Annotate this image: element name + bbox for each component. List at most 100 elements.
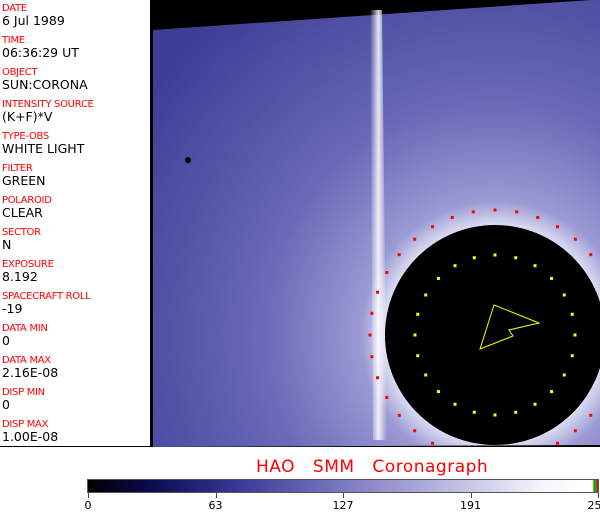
- field-label: DATA MIN: [2, 323, 48, 334]
- field-label: OBJECT: [2, 67, 38, 78]
- grid-dot: [514, 410, 518, 414]
- colorbar-tick: [343, 493, 344, 498]
- dust-spot: [185, 157, 191, 163]
- field-value: -19: [2, 301, 23, 316]
- field-value: WHITE LIGHT: [2, 141, 85, 156]
- occulter-disk: [385, 225, 600, 445]
- colorbar-tick-label: 0: [84, 499, 92, 512]
- colorbar-tick: [470, 493, 472, 498]
- field-label: DATE: [2, 3, 27, 14]
- grid-dot: [570, 312, 574, 316]
- streamer: [370, 10, 387, 440]
- grid-dot: [533, 264, 537, 268]
- field-value: 0: [2, 397, 10, 412]
- grid-dot: [493, 253, 497, 257]
- grid-dot: [413, 237, 417, 241]
- field-value: SUN:CORONA: [2, 77, 88, 92]
- grid-dot: [376, 376, 380, 380]
- colorbar-tick-label: 255: [587, 499, 600, 512]
- colorbar: [87, 479, 599, 493]
- colorbar-tick: [215, 493, 217, 498]
- grid-dot: [436, 390, 440, 394]
- field-value: 2.16E-08: [2, 365, 59, 380]
- grid-dot: [550, 390, 554, 394]
- grid-dot: [562, 373, 566, 377]
- field-data-min: DATA MIN 0: [2, 323, 48, 348]
- grid-dot: [573, 237, 577, 241]
- sun-outline: [479, 304, 541, 350]
- grid-dot: [370, 311, 374, 315]
- field-label: EXPOSURE: [2, 259, 54, 270]
- field-sector: SECTOR N: [2, 227, 41, 252]
- grid-dot: [471, 210, 475, 214]
- grid-dot: [436, 276, 440, 280]
- grid-dot: [413, 333, 417, 337]
- grid-dot: [450, 216, 454, 220]
- field-label: DISP MAX: [2, 419, 49, 430]
- field-time: TIME 06:36:29 UT: [2, 35, 79, 60]
- grid-dot: [493, 208, 497, 212]
- grid-dot: [431, 225, 434, 229]
- grid-dot: [573, 429, 577, 433]
- grid-dot: [368, 333, 372, 337]
- grid-dot: [397, 413, 401, 417]
- grid-dot: [472, 410, 476, 414]
- colorbar-tick-label: 127: [332, 499, 354, 512]
- field-label: TIME: [2, 35, 25, 46]
- field-value: CLEAR: [2, 205, 43, 220]
- grid-dot: [370, 355, 374, 359]
- grid-dot: [514, 256, 518, 260]
- colorbar-tick: [88, 493, 89, 498]
- grid-dot: [385, 271, 389, 274]
- field-value: 8.192: [2, 269, 38, 284]
- field-value: 0: [2, 333, 10, 348]
- plot-title: HAO SMM Coronagraph: [256, 457, 489, 477]
- colorbar-overlay-colors: [592, 480, 598, 492]
- colorbar-tick: [598, 493, 599, 498]
- field-exposure: EXPOSURE 8.192: [2, 259, 54, 284]
- grid-dot: [416, 312, 420, 316]
- field-value: (K+F)*V: [2, 109, 53, 124]
- grid-dot: [424, 373, 428, 377]
- grid-dots: [368, 208, 593, 445]
- grid-dot: [431, 441, 434, 445]
- field-label: FILTER: [2, 163, 33, 174]
- grid-dot: [589, 253, 593, 257]
- field-object: OBJECT SUN:CORONA: [2, 67, 88, 92]
- grid-dot: [550, 276, 554, 280]
- grid-dot: [493, 413, 497, 417]
- field-disp-max: DISP MAX 1.00E-08: [2, 419, 58, 444]
- grid-dot: [556, 225, 559, 229]
- field-type-obs: TYPE-OBS WHITE LIGHT: [2, 131, 84, 156]
- grid-dot: [570, 354, 574, 358]
- field-label: TYPE-OBS: [2, 131, 49, 142]
- field-value: 06:36:29 UT: [2, 45, 79, 60]
- field-label: DISP MIN: [2, 387, 45, 398]
- grid-dot: [573, 333, 577, 337]
- metadata-panel: DATE 6 Jul 1989 TIME 06:36:29 UT OBJECT SUN:C…: [0, 0, 151, 447]
- grid-dot: [424, 293, 428, 297]
- field-spacecraft-roll: SPACECRAFT ROLL -19: [2, 291, 91, 316]
- field-data-max: DATA MAX 2.16E-08: [2, 355, 58, 380]
- field-disp-min: DISP MIN 0: [2, 387, 45, 412]
- grid-dot: [556, 441, 559, 445]
- field-label: DATA MAX: [2, 355, 51, 366]
- field-value: N: [2, 237, 12, 252]
- grid-dot: [562, 293, 566, 297]
- grid-dot: [413, 429, 417, 433]
- grid-dot: [533, 402, 537, 406]
- grid-dot: [453, 264, 457, 268]
- grid-dot: [515, 210, 519, 214]
- grid-dot: [385, 396, 389, 399]
- field-filter: FILTER GREEN: [2, 163, 46, 188]
- field-label: POLAROID: [2, 195, 52, 206]
- field-intensity-source: INTENSITY SOURCE (K+F)*V: [2, 99, 94, 124]
- coronagraph-image: [151, 0, 600, 447]
- grid-dot: [453, 402, 457, 406]
- colorbar-tick-label: 63: [208, 499, 223, 512]
- grid-dot: [536, 216, 540, 220]
- field-date: DATE 6 Jul 1989: [2, 3, 65, 28]
- grid-dot: [376, 290, 380, 294]
- field-label: SECTOR: [2, 227, 41, 238]
- field-value: 1.00E-08: [2, 429, 59, 444]
